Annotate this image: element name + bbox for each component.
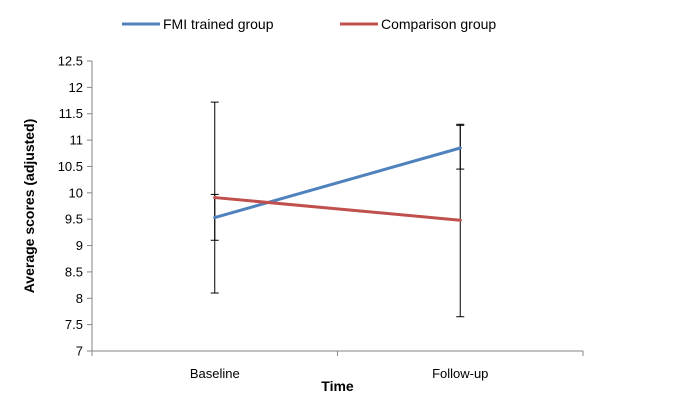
legend-item: FMI trained group	[122, 16, 274, 32]
series-line-comparison-group	[213, 196, 462, 222]
y-tick-label: 11.5	[59, 106, 83, 121]
x-tick-label: Baseline	[190, 366, 240, 381]
y-tick-label: 8	[76, 291, 83, 306]
x-axis-title: Time	[321, 378, 354, 394]
data-point	[458, 218, 462, 222]
y-axis-title: Average scores (adjusted)	[21, 119, 37, 294]
y-tick-label: 7.5	[65, 317, 83, 332]
x-tick-label: Follow-up	[432, 366, 488, 381]
legend-item: Comparison group	[340, 16, 496, 32]
data-point	[458, 146, 462, 150]
axes: 7 7.5 8 8.5 9 9.5 10 10.5 11 11.5 12 12.5 Baseline Fo…	[58, 54, 584, 381]
y-tick-label: 11	[70, 133, 84, 148]
y-tick-label: 10	[69, 185, 83, 200]
series-line-fmi-trained-group	[213, 146, 462, 220]
y-tick-label: 9	[76, 238, 83, 253]
data-point	[213, 196, 217, 200]
series-lines	[213, 146, 462, 222]
y-tick-label: 10.5	[58, 159, 83, 174]
y-tick-label: 12	[69, 80, 83, 95]
y-tick-label: 7	[76, 344, 83, 359]
y-tick-label: 8.5	[65, 264, 83, 279]
y-tick-label: 9.5	[65, 212, 83, 227]
legend-label: FMI trained group	[163, 16, 274, 32]
legend: FMI trained group Comparison group	[122, 16, 496, 32]
error-bar	[210, 101, 219, 241]
data-point	[213, 216, 217, 220]
legend-label: Comparison group	[381, 16, 496, 32]
y-tick-label: 12.5	[58, 54, 83, 69]
